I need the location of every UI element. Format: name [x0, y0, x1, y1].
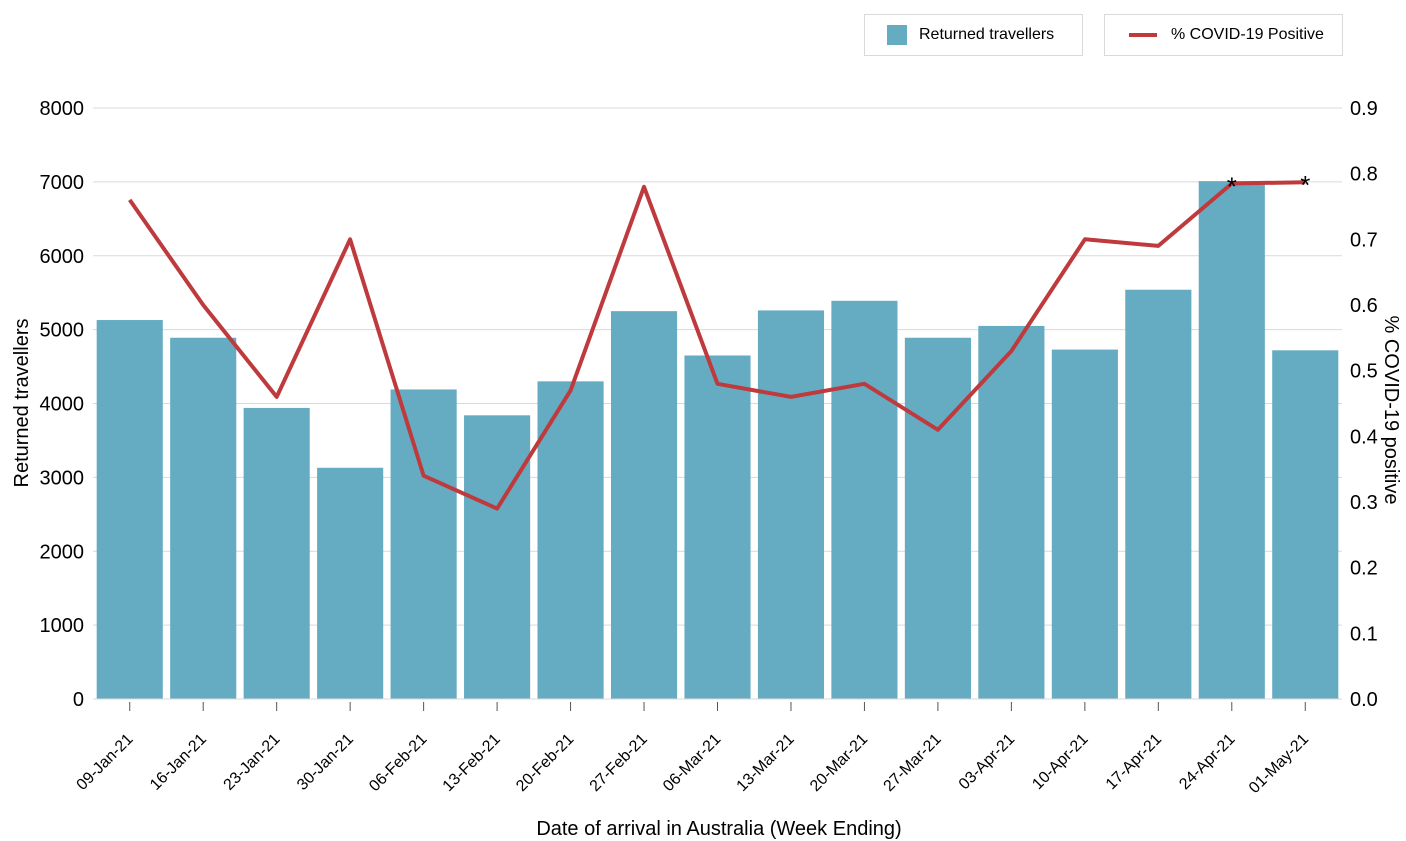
annotation-asterisk: * [1227, 172, 1237, 202]
bar-10-Apr-21 [1051, 349, 1118, 699]
x-tick-label: 13-Mar-21 [734, 731, 798, 795]
x-tick-label: 06-Feb-21 [366, 731, 430, 795]
y2-tick-label: 0.0 [1350, 689, 1378, 711]
x-tick-label: 30-Jan-21 [294, 731, 357, 794]
right-y-axis-label: % COVID-19 positive [1380, 316, 1402, 505]
bar-03-Apr-21 [978, 325, 1045, 699]
y2-tick-label: 0.9 [1350, 98, 1378, 120]
y-tick-label: 1000 [40, 615, 85, 637]
y2-tick-label: 0.6 [1350, 295, 1378, 317]
x-tick-label: 03-Apr-21 [956, 731, 1018, 793]
y-tick-label: 5000 [40, 320, 85, 342]
bar-30-Jan-21 [317, 467, 384, 699]
x-tick-label: 23-Jan-21 [221, 731, 284, 794]
x-tick-label: 16-Jan-21 [147, 731, 210, 794]
y-tick-label: 8000 [40, 98, 85, 120]
y2-tick-label: 0.3 [1350, 492, 1378, 514]
left-y-axis-label: Returned travellers [11, 319, 33, 488]
y-tick-label: 3000 [40, 467, 85, 489]
legend-line-label: % COVID-19 Positive [1171, 26, 1324, 43]
x-tick-label: 06-Mar-21 [660, 731, 724, 795]
bar-24-Apr-21 [1198, 181, 1265, 700]
bar-27-Mar-21 [904, 337, 971, 699]
bar-06-Feb-21 [390, 389, 457, 699]
bar-09-Jan-21 [96, 320, 163, 699]
bar-27-Feb-21 [610, 311, 678, 699]
right-y-axis-ticks: 0.0 0.1 0.2 0.3 0.4 0.5 0.6 0.7 0.8 0.9 [1350, 98, 1378, 711]
x-tick-label: 10-Apr-21 [1029, 731, 1091, 793]
bar-06-Mar-21 [684, 355, 751, 699]
y2-tick-label: 0.8 [1350, 164, 1378, 186]
x-tick-label: 09-Jan-21 [74, 731, 137, 794]
annotation-asterisk: * [1300, 170, 1310, 200]
x-tick-label: 20-Feb-21 [513, 731, 577, 795]
left-y-axis-ticks: 0 1000 2000 3000 4000 5000 6000 7000 8000 [40, 98, 85, 711]
y2-tick-label: 0.5 [1350, 361, 1378, 383]
y-tick-label: 4000 [40, 394, 85, 416]
y-tick-label: 2000 [40, 541, 85, 563]
annotations: * * [1227, 170, 1311, 201]
y-tick-label: 0 [73, 689, 84, 711]
legend-bar-swatch [887, 25, 907, 45]
x-axis-label: Date of arrival in Australia (Week Endin… [536, 818, 901, 840]
y2-tick-label: 0.7 [1350, 229, 1378, 251]
y-tick-label: 7000 [40, 172, 85, 194]
y2-tick-label: 0.4 [1350, 426, 1378, 448]
x-tick-label: 27-Feb-21 [587, 731, 651, 795]
x-tick-label: 27-Mar-21 [881, 731, 945, 795]
bar-17-Apr-21 [1125, 289, 1192, 699]
y2-tick-label: 0.1 [1350, 623, 1378, 645]
y2-tick-label: 0.2 [1350, 558, 1378, 580]
bar-20-Mar-21 [831, 300, 898, 699]
x-axis-ticks: 09-Jan-21 16-Jan-21 23-Jan-21 30-Jan-21 06-F… [74, 702, 1312, 797]
x-tick-label: 13-Feb-21 [440, 731, 504, 795]
line-series [128, 180, 1306, 511]
x-tick-label: 24-Apr-21 [1176, 731, 1238, 793]
bar-20-Feb-21 [537, 381, 604, 699]
bar-series [96, 181, 1339, 700]
x-tick-label: 01-May-21 [1246, 731, 1312, 797]
bar-13-Feb-21 [464, 415, 531, 699]
legend-returned-travellers: Returned travellers [864, 14, 1083, 56]
x-tick-label: 20-Mar-21 [807, 731, 871, 795]
y-tick-label: 6000 [40, 246, 85, 268]
x-tick-label: 17-Apr-21 [1103, 731, 1165, 793]
bar-16-Jan-21 [170, 337, 237, 699]
legend-covid-positive: % COVID-19 Positive [1104, 14, 1343, 56]
legend-line-swatch [1129, 33, 1157, 37]
legend-bar-label: Returned travellers [919, 26, 1055, 43]
line-covid-positive [128, 180, 1306, 511]
bar-01-May-21 [1272, 350, 1339, 699]
bar-13-Mar-21 [757, 310, 825, 699]
bar-23-Jan-21 [243, 407, 310, 699]
